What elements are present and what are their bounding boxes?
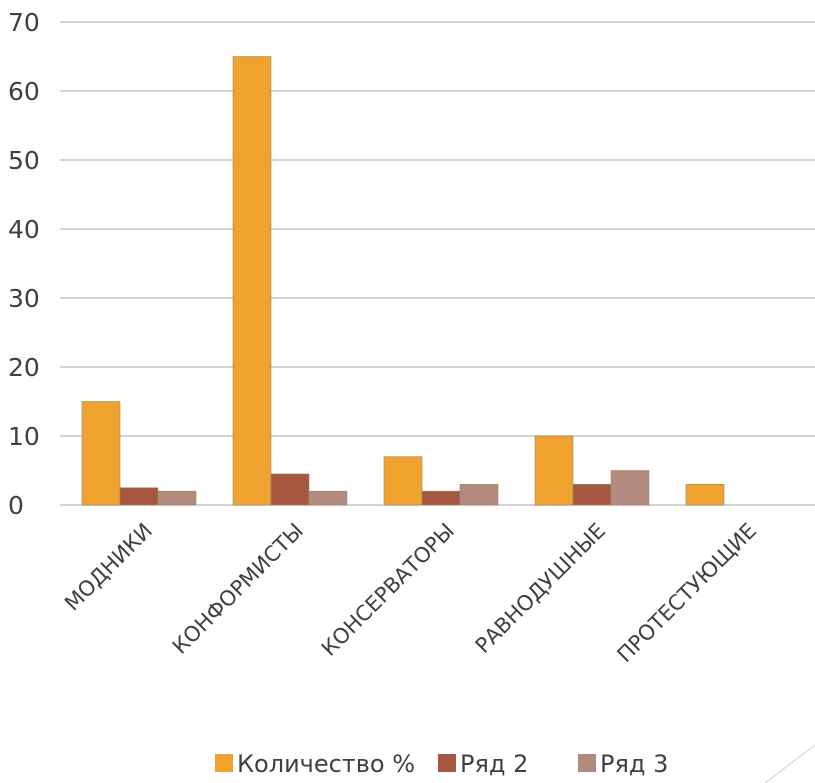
bar: [610, 470, 650, 506]
x-category-label: ПРОТЕСТУЮЩИЕ: [613, 519, 761, 667]
legend: Количество % Ряд 2 Ряд 3: [215, 750, 668, 778]
bar: [534, 435, 574, 506]
y-tick-label: 60: [8, 77, 40, 106]
y-tick-label: 0: [8, 491, 24, 520]
legend-label: Ряд 2: [460, 750, 528, 778]
y-tick-label: 10: [8, 422, 40, 451]
bar: [308, 490, 348, 506]
y-tick-label: 70: [8, 8, 40, 37]
bar: [157, 490, 197, 506]
x-category-label: МОДНИКИ: [60, 519, 157, 616]
x-axis-category-labels: МОДНИКИ КОНФОРМИСТЫ КОНСЕРВАТОРЫ РАВНОДУШНЫ…: [60, 519, 761, 667]
bar: [232, 56, 272, 506]
legend-label: Ряд 3: [600, 750, 668, 778]
y-axis-tick-labels: 0 10 20 30 40 50 60 70: [8, 8, 40, 520]
bar: [421, 490, 461, 506]
legend-label: Количество %: [237, 750, 415, 778]
page-corner-mark: [764, 744, 815, 783]
bar: [119, 487, 159, 506]
legend-swatch: [215, 754, 233, 772]
bar: [383, 456, 423, 506]
legend-swatch: [578, 754, 596, 772]
bar: [270, 473, 310, 506]
bar: [572, 483, 612, 506]
x-category-label: КОНФОРМИСТЫ: [168, 519, 308, 659]
bar: [685, 483, 725, 506]
gridlines: [60, 21, 815, 506]
y-tick-label: 20: [8, 353, 40, 382]
x-category-label: КОНСЕРВАТОРЫ: [317, 519, 459, 661]
bars: [81, 56, 725, 506]
y-tick-label: 30: [8, 284, 40, 313]
bar: [459, 483, 499, 506]
x-category-label: РАВНОДУШНЫЕ: [471, 519, 610, 658]
legend-swatch: [438, 754, 456, 772]
y-tick-label: 50: [8, 146, 40, 175]
bar: [81, 401, 121, 506]
y-tick-label: 40: [8, 215, 40, 244]
